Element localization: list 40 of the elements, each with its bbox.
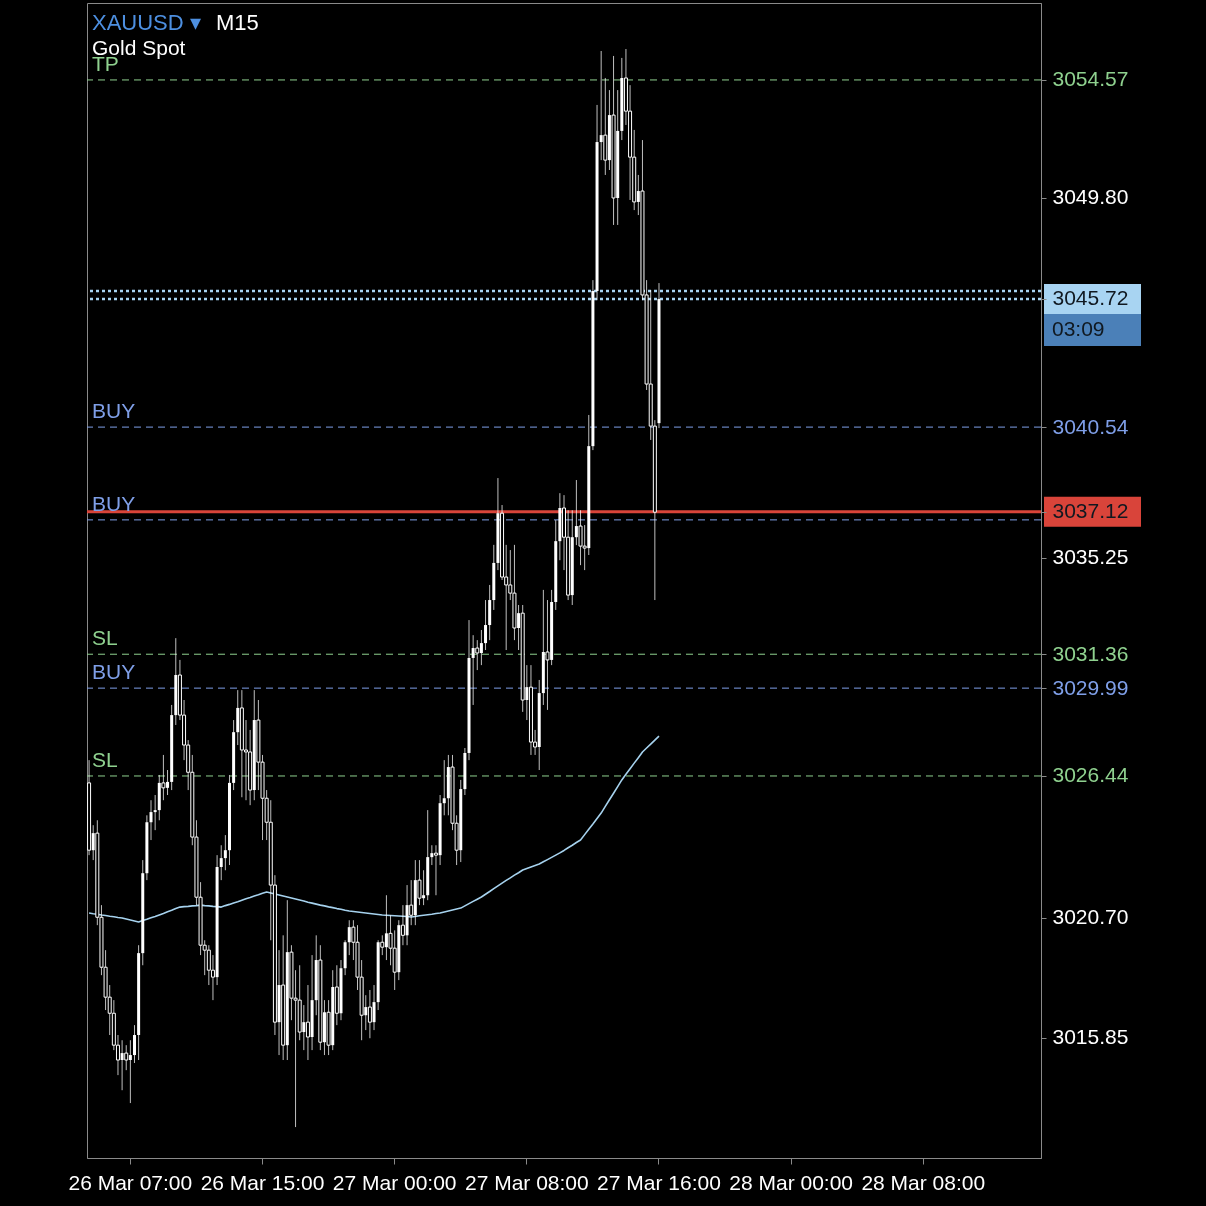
chart-title: XAUUSD ▾ M15 (92, 10, 259, 35)
y-tick-label: 3054.57 (1052, 67, 1129, 91)
candlestick (223, 834, 227, 871)
x-tick-label: 27 Mar 00:00 (332, 1170, 457, 1194)
x-tick-label: 27 Mar 08:00 (464, 1170, 589, 1194)
candlestick (599, 50, 603, 161)
y-tick-label: 3037.12 (1052, 499, 1129, 523)
y-tick-label: 3035.25 (1052, 545, 1129, 569)
y-tick-label: 3045.72 (1052, 286, 1129, 310)
candlestick (153, 794, 157, 831)
x-tick-label: 28 Mar 00:00 (729, 1170, 854, 1194)
ref-line-label: BUY (92, 399, 136, 423)
candlestick (120, 1039, 124, 1091)
candlestick (442, 759, 446, 816)
x-tick-label: 28 Mar 08:00 (861, 1170, 986, 1194)
ref-line-label: BUY (92, 660, 136, 684)
y-tick-label: 3020.70 (1052, 905, 1129, 929)
y-tick-label: 3031.36 (1052, 641, 1129, 665)
text: 03:09 (1052, 316, 1105, 340)
line-series (88, 735, 660, 923)
y-tick-label: 3049.80 (1052, 185, 1129, 209)
candlestick (372, 984, 376, 1031)
x-tick-label: 26 Mar 07:00 (68, 1170, 193, 1194)
candlestick (430, 844, 434, 866)
x-tick-label: 26 Mar 15:00 (200, 1170, 325, 1194)
y-tick-label: 3029.99 (1052, 675, 1129, 699)
candlestick (128, 1039, 132, 1104)
candlestick (219, 844, 223, 881)
ref-line-label: SL (92, 747, 118, 771)
candlestick (484, 599, 488, 651)
candlestick (367, 989, 372, 1039)
candlestick (132, 1024, 136, 1064)
ref-line-label: SL (92, 626, 118, 650)
y-tick-label: 3026.44 (1052, 763, 1129, 787)
candlestick (479, 629, 483, 666)
y-tick-label: 3040.54 (1052, 414, 1129, 438)
ref-line-label: BUY (92, 491, 136, 515)
y-tick-label: 3015.85 (1052, 1025, 1129, 1049)
candlestick (149, 799, 153, 841)
x-tick-label: 27 Mar 16:00 (597, 1170, 721, 1194)
